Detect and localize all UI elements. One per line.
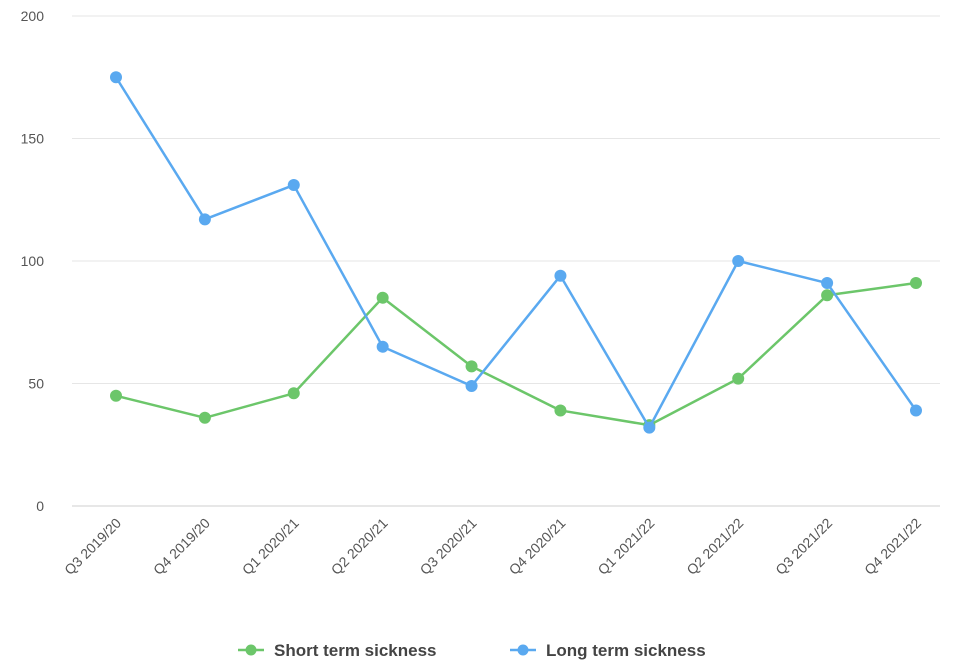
series-line xyxy=(115,281,917,427)
x-axis-ticks: Q3 2019/20 Q4 2019/20 Q1 2020/21 Q2 2020/21… xyxy=(61,515,924,578)
series-1 xyxy=(110,71,922,434)
series-line xyxy=(114,76,918,429)
data-point[interactable] xyxy=(643,421,656,434)
x-tick-label: Q3 2021/22 xyxy=(772,515,835,578)
data-point[interactable] xyxy=(821,277,834,290)
legend-swatch-marker xyxy=(517,644,529,656)
data-point[interactable] xyxy=(732,255,745,267)
legend-item[interactable]: Short term sickness xyxy=(238,641,437,660)
data-point[interactable] xyxy=(465,360,478,373)
x-tick-label: Q4 2021/22 xyxy=(861,515,924,578)
data-point[interactable] xyxy=(732,372,745,385)
data-point[interactable] xyxy=(287,387,300,400)
x-tick-label: Q4 2020/21 xyxy=(506,515,569,578)
x-tick-label: Q1 2021/22 xyxy=(594,515,657,578)
y-tick-label: 100 xyxy=(21,253,45,269)
x-tick-label: Q3 2019/20 xyxy=(61,515,124,578)
data-point[interactable] xyxy=(376,340,389,353)
data-point[interactable] xyxy=(110,71,122,84)
data-point[interactable] xyxy=(821,289,834,302)
y-axis-ticks: 0 50 100 150 200 xyxy=(21,8,45,514)
data-point[interactable] xyxy=(465,379,478,392)
y-tick-label: 50 xyxy=(28,376,44,392)
data-point[interactable] xyxy=(376,291,389,304)
legend-label: Long term sickness xyxy=(546,641,706,660)
data-point[interactable] xyxy=(910,404,922,417)
y-tick-label: 150 xyxy=(21,131,45,147)
data-point[interactable] xyxy=(910,277,922,290)
series-0 xyxy=(110,277,922,432)
data-point[interactable] xyxy=(554,404,567,417)
legend-swatch-marker xyxy=(245,644,257,656)
data-point[interactable] xyxy=(287,179,300,192)
x-tick-label: Q4 2019/20 xyxy=(150,515,213,578)
y-tick-label: 200 xyxy=(21,8,45,24)
data-point[interactable] xyxy=(554,269,567,282)
legend[interactable]: Short term sickness Long term sickness xyxy=(238,641,706,660)
legend-item[interactable]: Long term sickness xyxy=(510,641,706,660)
x-tick-label: Q2 2020/21 xyxy=(328,515,391,578)
legend-label: Short term sickness xyxy=(274,641,437,660)
x-tick-label: Q2 2021/22 xyxy=(683,515,746,578)
x-tick-label: Q1 2020/21 xyxy=(239,515,302,578)
series-lines xyxy=(110,71,922,434)
data-point[interactable] xyxy=(110,389,122,402)
data-point[interactable] xyxy=(198,411,211,424)
data-point[interactable] xyxy=(198,213,211,226)
gridlines xyxy=(72,15,940,507)
x-tick-label: Q3 2020/21 xyxy=(417,515,480,578)
y-tick-label: 0 xyxy=(36,498,44,514)
